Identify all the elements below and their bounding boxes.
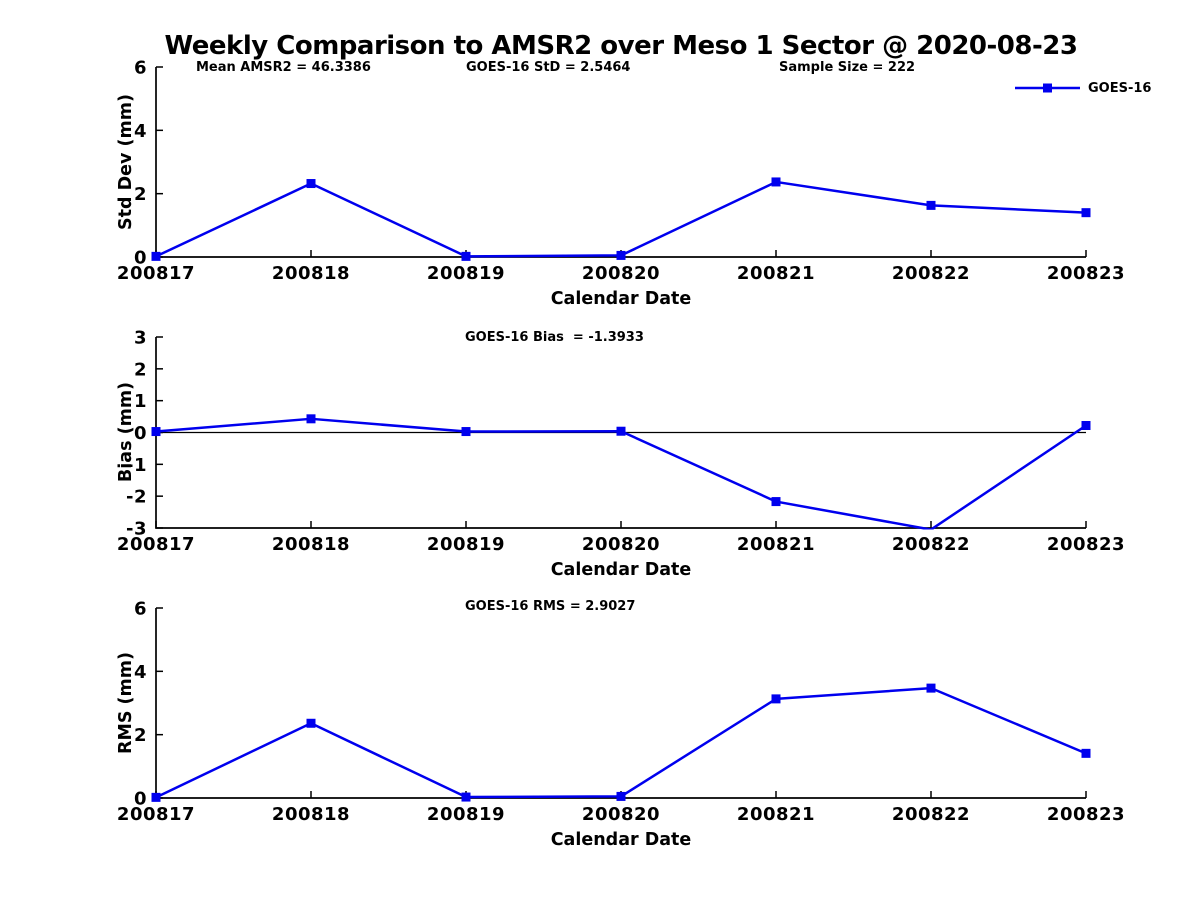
data-point-marker bbox=[1081, 420, 1091, 430]
annotation-goes16-std: GOES-16 StD = 2.5464 bbox=[466, 60, 631, 75]
x-tick-label: 200821 bbox=[737, 263, 815, 284]
x-tick-label: 200817 bbox=[117, 263, 195, 284]
x-tick-label: 200823 bbox=[1047, 263, 1125, 284]
data-point-marker bbox=[771, 177, 781, 187]
data-point-marker bbox=[926, 200, 936, 210]
y-tick-label: 4 bbox=[134, 662, 147, 683]
y-tick-label: 2 bbox=[134, 359, 147, 380]
ylabel-rms: RMS (mm) bbox=[116, 651, 136, 755]
data-point-marker bbox=[306, 414, 316, 424]
x-tick-label: 200818 bbox=[272, 534, 350, 555]
y-tick-label: 6 bbox=[134, 58, 147, 79]
data-point-marker bbox=[151, 427, 161, 437]
x-tick-label: 200822 bbox=[892, 534, 970, 555]
y-tick-label: 2 bbox=[134, 725, 147, 746]
y-tick-label: 6 bbox=[134, 599, 147, 620]
data-point-marker bbox=[1081, 748, 1091, 758]
x-tick-label: 200822 bbox=[892, 263, 970, 284]
data-point-marker bbox=[616, 791, 626, 801]
x-tick-label: 200820 bbox=[582, 534, 660, 555]
axis-lines bbox=[155, 67, 1086, 258]
x-tick-label: 200818 bbox=[272, 804, 350, 825]
x-tick-label: 200821 bbox=[737, 804, 815, 825]
y-tick-label: 4 bbox=[134, 121, 147, 142]
legend: GOES-16 bbox=[1015, 80, 1151, 96]
data-point-marker bbox=[926, 683, 936, 693]
xlabel-bias: Calendar Date bbox=[550, 560, 692, 580]
xlabel-rms: Calendar Date bbox=[550, 830, 692, 850]
y-tick-label: -1 bbox=[126, 455, 147, 476]
data-point-marker bbox=[616, 250, 626, 260]
x-tick-label: 200818 bbox=[272, 263, 350, 284]
data-point-marker bbox=[151, 792, 161, 802]
data-point-marker bbox=[461, 427, 471, 437]
legend-label: GOES-16 bbox=[1088, 80, 1152, 96]
y-tick-label: 0 bbox=[134, 423, 147, 444]
x-tick-label: 200819 bbox=[427, 804, 505, 825]
axis-lines bbox=[155, 608, 1086, 799]
x-tick-label: 200819 bbox=[427, 534, 505, 555]
data-point-marker bbox=[461, 251, 471, 261]
data-point-marker bbox=[616, 426, 626, 436]
data-point-marker bbox=[306, 179, 316, 189]
x-tick-label: 200821 bbox=[737, 534, 815, 555]
x-tick-label: 200819 bbox=[427, 263, 505, 284]
x-tick-label: 200820 bbox=[582, 804, 660, 825]
annotation-mean-amsr2: Mean AMSR2 = 46.3386 bbox=[196, 60, 371, 75]
annotation-sample-size: Sample Size = 222 bbox=[779, 60, 916, 75]
x-tick-label: 200823 bbox=[1047, 534, 1125, 555]
y-tick-label: 1 bbox=[134, 391, 147, 412]
data-point-marker bbox=[771, 694, 781, 704]
data-point-marker bbox=[306, 718, 316, 728]
annotation-goes16-bias: GOES-16 Bias = -1.3933 bbox=[465, 330, 644, 345]
y-tick-label: -2 bbox=[126, 487, 147, 508]
x-tick-label: 200823 bbox=[1047, 804, 1125, 825]
data-point-marker bbox=[151, 251, 161, 261]
figure-title: Weekly Comparison to AMSR2 over Meso 1 S… bbox=[164, 31, 1078, 61]
y-tick-label: 0 bbox=[134, 789, 147, 810]
annotation-goes16-rms: GOES-16 RMS = 2.9027 bbox=[465, 599, 636, 614]
series-line bbox=[155, 686, 1087, 799]
x-tick-label: 200820 bbox=[582, 263, 660, 284]
ylabel-std-dev: Std Dev (mm) bbox=[116, 94, 136, 230]
data-point-marker bbox=[771, 497, 781, 507]
y-tick-label: 3 bbox=[134, 328, 147, 349]
series-line bbox=[155, 180, 1087, 258]
y-tick-label: 2 bbox=[134, 184, 147, 205]
x-tick-label: 200817 bbox=[117, 534, 195, 555]
x-tick-label: 200817 bbox=[117, 804, 195, 825]
y-tick-label: -3 bbox=[126, 519, 147, 540]
data-point-marker bbox=[1081, 208, 1091, 218]
xlabel-std-dev: Calendar Date bbox=[550, 289, 692, 309]
legend-line-marker-icon bbox=[1015, 83, 1080, 93]
x-tick-label: 200822 bbox=[892, 804, 970, 825]
y-tick-label: 0 bbox=[134, 248, 147, 269]
ylabel-bias: Bias (mm) bbox=[116, 381, 136, 483]
data-point-marker bbox=[461, 792, 471, 802]
